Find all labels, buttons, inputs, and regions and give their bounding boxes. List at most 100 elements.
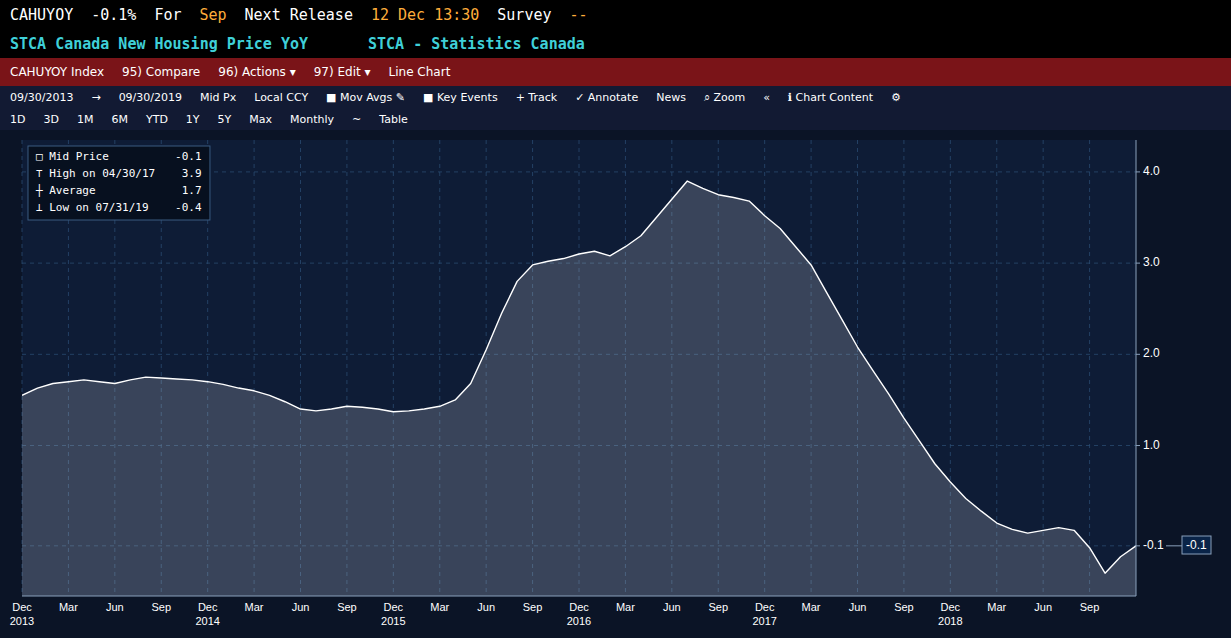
x-tick-label: Jun bbox=[106, 601, 124, 613]
x-tick-label: Mar bbox=[616, 601, 635, 613]
toolbar-item: ⌕ Zoom bbox=[704, 91, 745, 104]
header-item: CAHUYOY bbox=[10, 6, 73, 24]
legend-box bbox=[28, 146, 210, 220]
toolbar-item: Line Chart bbox=[389, 65, 451, 79]
last-value-box bbox=[1182, 536, 1211, 554]
toolbar-item: News bbox=[656, 91, 686, 104]
x-tick-label: Dec 2016 bbox=[567, 601, 591, 627]
period-button: 6M bbox=[111, 113, 128, 126]
x-tick-label-line: Sep bbox=[1080, 601, 1100, 613]
x-tick-label-line: Sep bbox=[151, 601, 171, 613]
x-tick-label-line: Dec bbox=[384, 601, 404, 613]
plot-area bbox=[22, 140, 1136, 596]
period-button: Monthly bbox=[290, 113, 334, 126]
x-tick-label-line: Dec bbox=[198, 601, 218, 613]
toolbar-item: 09/30/2019 bbox=[119, 91, 182, 104]
period-button: ~ bbox=[352, 113, 361, 126]
toolbar-item: ℹ Chart Content bbox=[788, 91, 873, 104]
header-row: CAHUYOY -0.1% For Sep Next Release 12 Dec 13:… bbox=[0, 0, 1231, 30]
toolbar-row: 1D3D1M6MYTD1Y5YMaxMonthly~Table bbox=[0, 108, 1231, 130]
x-tick-label: Sep bbox=[894, 601, 914, 613]
y-tick-label: -0.1 bbox=[1143, 538, 1164, 552]
x-tick-label: Jun bbox=[292, 601, 310, 613]
toolbar-item: ■ Mov Avgs ✎ bbox=[326, 91, 405, 104]
x-tick-label-line: Jun bbox=[106, 601, 124, 613]
x-tick-label-line: 2015 bbox=[381, 615, 405, 627]
header-item: -- bbox=[570, 6, 588, 24]
toolbar-item: 97) Edit ▾ bbox=[314, 65, 371, 79]
x-tick-label-line: Mar bbox=[987, 601, 1006, 613]
x-tick-label-line: Dec bbox=[569, 601, 589, 613]
header-item: Sep bbox=[199, 6, 226, 24]
x-tick-label: Dec 2014 bbox=[195, 601, 219, 627]
toolbar-row: 09/30/2013→09/30/2019Mid PxLocal CCY■ Mo… bbox=[0, 86, 1231, 108]
toolbar-row: CAHUYOY Index95) Compare96) Actions ▾97)… bbox=[0, 58, 1231, 86]
x-tick-label-line: Mar bbox=[616, 601, 635, 613]
x-tick-label-line: 2017 bbox=[752, 615, 776, 627]
toolbar-item: ⚙ bbox=[891, 91, 901, 104]
x-tick-label-line: Jun bbox=[849, 601, 867, 613]
x-tick-label-line: Dec bbox=[12, 601, 32, 613]
x-tick-label: Mar bbox=[430, 601, 449, 613]
legend: □ Mid Price -0.1⊤ High on 04/30/17 3.9┼ … bbox=[28, 146, 210, 220]
x-tick-label-line: 2016 bbox=[567, 615, 591, 627]
x-tick-label: Mar bbox=[245, 601, 264, 613]
legend-entry: ⊥ Low on 07/31/19 -0.4 bbox=[36, 201, 202, 214]
title-row: STCA Canada New Housing Price YoY STCA - … bbox=[0, 30, 1231, 58]
x-tick-label: Dec 2013 bbox=[10, 601, 34, 627]
x-tick-label-line: 2014 bbox=[195, 615, 219, 627]
x-tick-label: Sep bbox=[708, 601, 728, 613]
period-button: YTD bbox=[146, 113, 168, 126]
legend-entry: ⊤ High on 04/30/17 3.9 bbox=[36, 167, 202, 180]
x-tick-label: Mar bbox=[987, 601, 1006, 613]
y-tick bbox=[1136, 545, 1140, 546]
x-tick-label-line: Sep bbox=[708, 601, 728, 613]
x-tick-label: Jun bbox=[849, 601, 867, 613]
last-value-label: -0.1 bbox=[1166, 536, 1211, 554]
y-tick bbox=[1136, 354, 1140, 355]
x-tick-label-line: Dec bbox=[941, 601, 961, 613]
y-tick-label: 2.0 bbox=[1143, 346, 1160, 360]
toolbar-item: → bbox=[91, 91, 100, 104]
y-tick-label: 4.0 bbox=[1143, 164, 1160, 178]
x-tick-label-line: Sep bbox=[523, 601, 543, 613]
toolbar-item: ■ Key Events bbox=[423, 91, 498, 104]
x-tick-label-line: Mar bbox=[430, 601, 449, 613]
chart: -0.11.02.03.04.0Dec2013MarJunSepDec2014M… bbox=[0, 130, 1231, 638]
x-tick-label: Sep bbox=[337, 601, 357, 613]
x-tick-label: Dec 2017 bbox=[752, 601, 776, 627]
line bbox=[22, 181, 1136, 573]
x-tick-label-line: Sep bbox=[894, 601, 914, 613]
legend-entry: □ Mid Price -0.1 bbox=[36, 150, 202, 163]
period-button: Table bbox=[379, 113, 407, 126]
area-fill bbox=[22, 181, 1136, 596]
x-tick-label-line: Mar bbox=[802, 601, 821, 613]
x-tick-label: Jun bbox=[663, 601, 681, 613]
toolbar-item: 95) Compare bbox=[122, 65, 200, 79]
header-item: -0.1% bbox=[91, 6, 136, 24]
header-item: For bbox=[154, 6, 181, 24]
x-tick-label: Jun bbox=[1034, 601, 1052, 613]
period-button: 5Y bbox=[218, 113, 232, 126]
x-tick-label: Jun bbox=[477, 601, 495, 613]
period-button: Max bbox=[249, 113, 272, 126]
toolbar-item: 96) Actions ▾ bbox=[218, 65, 295, 79]
x-tick-label: Dec 2015 bbox=[381, 601, 405, 627]
series bbox=[22, 181, 1136, 596]
x-tick-label-line: Jun bbox=[1034, 601, 1052, 613]
x-tick-label: Sep bbox=[151, 601, 171, 613]
x-tick-label-line: 2013 bbox=[10, 615, 34, 627]
period-button: 1M bbox=[77, 113, 94, 126]
title: STCA Canada New Housing Price YoY bbox=[10, 35, 308, 53]
x-tick-label: Mar bbox=[802, 601, 821, 613]
x-tick-label-line: Jun bbox=[292, 601, 310, 613]
grid bbox=[22, 140, 1136, 596]
x-tick-label-line: Mar bbox=[245, 601, 264, 613]
header-item: Next Release bbox=[245, 6, 353, 24]
x-tick-label-line: Sep bbox=[337, 601, 357, 613]
x-tick-label-line: Dec bbox=[755, 601, 775, 613]
header-item: 12 Dec 13:30 bbox=[371, 6, 479, 24]
x-tick-label: Mar bbox=[59, 601, 78, 613]
subtitle: STCA - Statistics Canada bbox=[368, 35, 585, 53]
toolbar-item: « bbox=[763, 91, 770, 104]
